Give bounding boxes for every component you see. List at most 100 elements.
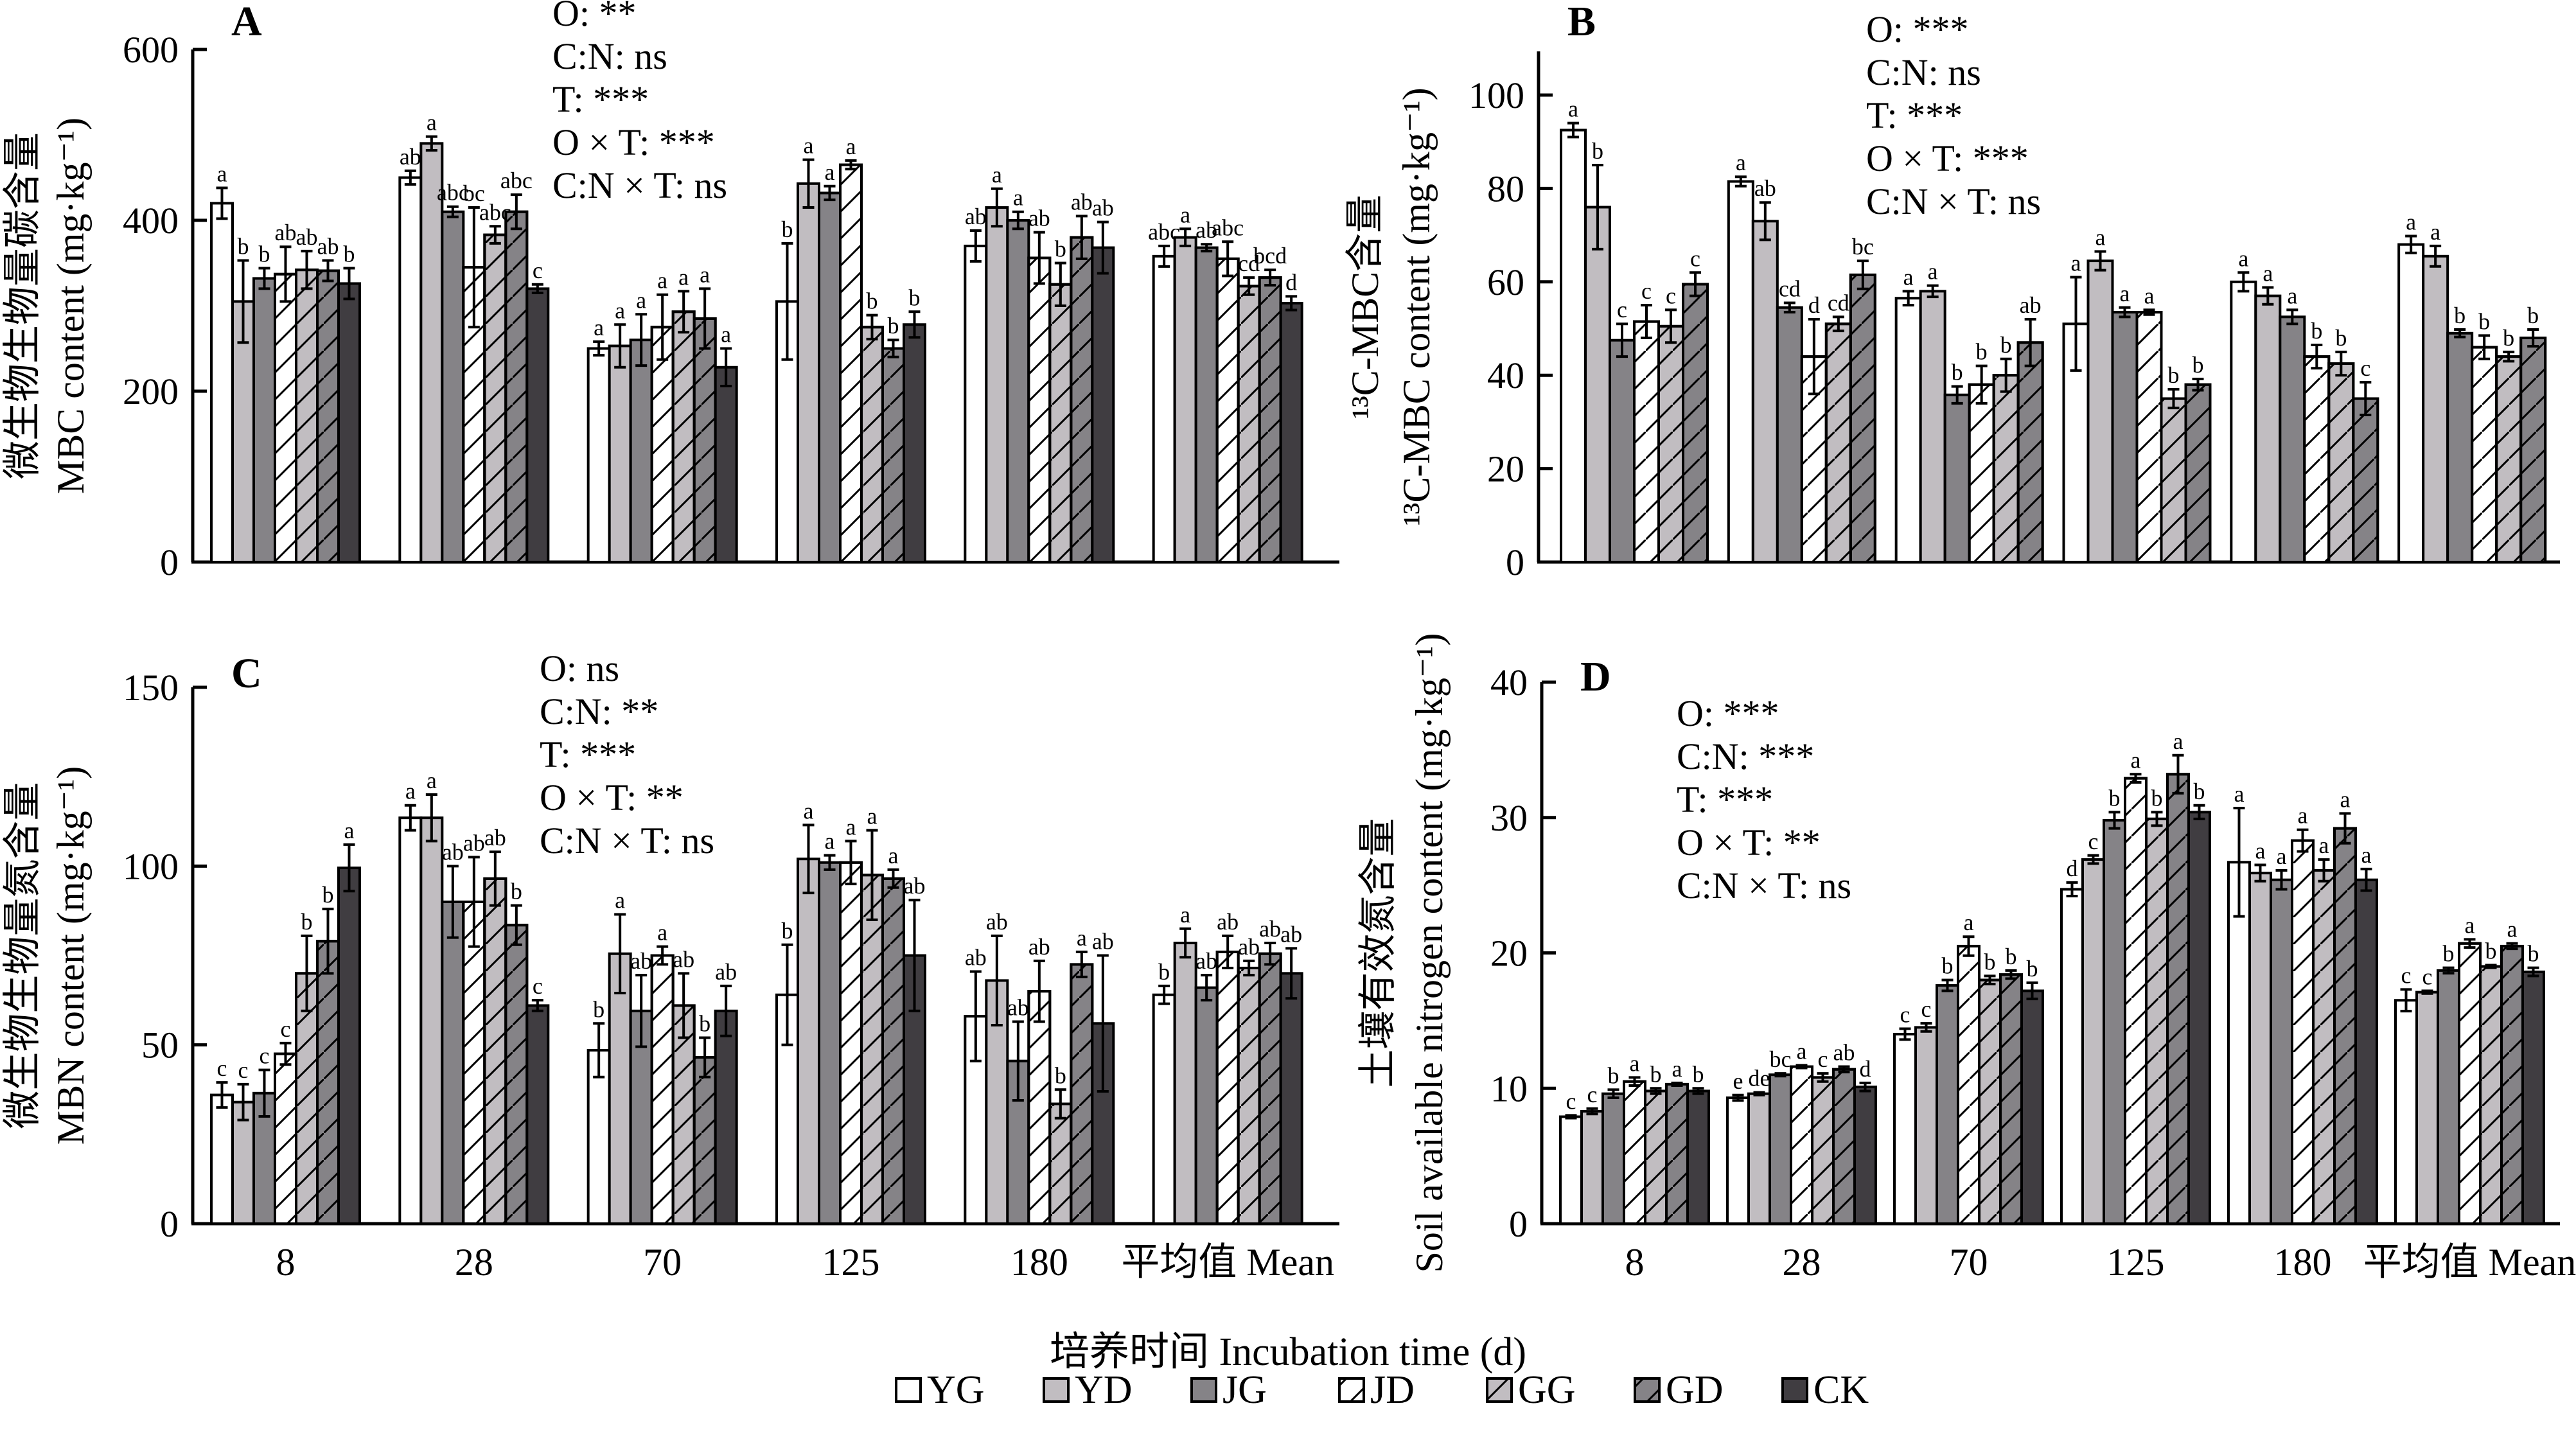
bar-JG <box>2437 969 2460 1225</box>
significance-letter: ab <box>1754 175 1776 201</box>
bar-hatch-JD <box>839 861 863 1226</box>
bar-hatch-JD <box>462 901 486 1225</box>
x-tick-label: 70 <box>1950 1241 1988 1283</box>
x-tick-label: 28 <box>1783 1241 1821 1283</box>
significance-letter: de <box>1749 1066 1770 1091</box>
significance-letter: bc <box>1852 234 1874 260</box>
bar-JG <box>2103 818 2126 1225</box>
legend-label: GG <box>1518 1368 1576 1412</box>
stats-annotation: O × T: ** <box>540 777 684 818</box>
stats-annotation: C:N × T: ns <box>552 164 727 206</box>
significance-letter: c <box>533 973 543 999</box>
y-tick-label: 40 <box>1487 355 1524 396</box>
significance-letter: b <box>2168 362 2180 388</box>
bar-JG <box>1943 393 1971 563</box>
y-tick-label: 20 <box>1490 933 1528 974</box>
significance-letter: a <box>1964 910 1974 935</box>
bar-hatch-JD <box>650 954 675 1225</box>
significance-letter: ab <box>965 945 987 971</box>
bar-hatch-JD <box>2458 942 2482 1226</box>
significance-letter: b <box>2335 325 2347 351</box>
bar-hatch-JD <box>2471 346 2498 564</box>
significance-letter: b <box>1608 1062 1619 1088</box>
significance-letter: b <box>699 1011 710 1037</box>
bar-hatch-GD <box>881 347 905 563</box>
significance-letter: ab <box>400 144 421 170</box>
significance-letter: a <box>804 798 814 823</box>
bar-YG <box>1727 180 1754 563</box>
stats-annotation: O: *** <box>1677 692 1779 734</box>
bar-hatch-GD <box>2519 337 2547 563</box>
significance-letter: a <box>344 818 355 843</box>
significance-letter: c <box>1617 297 1627 322</box>
panel-D: 0 10 20 30 40 D O: ***C:N: ***T: ***O × T: **C… <box>1357 633 2576 1283</box>
significance-letter: a <box>2144 283 2155 308</box>
bar-YD <box>2415 990 2439 1226</box>
bar-JG <box>1194 246 1219 563</box>
significance-letter: abc <box>1212 215 1244 240</box>
significance-letter: d <box>2067 856 2078 881</box>
significance-letter: b <box>2109 785 2121 811</box>
significance-letter: a <box>427 110 437 136</box>
bar-YG <box>398 176 423 563</box>
x-tick-label: 平均值 Mean <box>2363 1241 2576 1283</box>
legend-label: GD <box>1666 1368 1724 1412</box>
bar-JG <box>2279 315 2306 563</box>
significance-letter: c <box>281 1016 291 1042</box>
bar-hatch-GD <box>1832 1068 1856 1225</box>
x-axis-title: 培养时间 Incubation time (d) <box>1050 1330 1526 1374</box>
significance-letter: ab <box>1238 934 1260 960</box>
significance-letter: ab <box>673 946 694 972</box>
significance-letter: b <box>2528 941 2539 967</box>
significance-letter: c <box>1566 1088 1576 1114</box>
bar-JG <box>1769 1073 1792 1226</box>
significance-letter: a <box>2340 786 2351 812</box>
significance-letter: a <box>721 322 731 348</box>
bar-hatch-GG <box>1048 283 1073 563</box>
bar-hatch-GG <box>1992 374 2020 563</box>
bar-JG <box>2111 311 2139 563</box>
significance-letter: a <box>1568 96 1578 122</box>
significance-letter: b <box>2443 941 2455 967</box>
bar-CK <box>337 867 361 1226</box>
significance-letter: a <box>825 829 835 854</box>
bar-CK <box>1853 1086 1877 1225</box>
legend: YG YD JG JD GG GD CK <box>895 1368 1869 1412</box>
y-tick-label: 80 <box>1487 168 1524 209</box>
bar-YD <box>2086 260 2114 563</box>
significance-letter: b <box>593 996 604 1022</box>
bar-JG <box>1776 306 1803 563</box>
bar-hatch-GG <box>1644 1089 1668 1225</box>
significance-letter: ab <box>1092 195 1114 221</box>
significance-letter: a <box>846 814 856 840</box>
bar-YD <box>797 182 820 563</box>
significance-letter: a <box>2095 225 2106 251</box>
legend-label: JG <box>1222 1368 1267 1412</box>
bar-YD <box>2254 294 2282 563</box>
significance-letter: ab <box>317 234 339 260</box>
legend-item-JG: JG <box>1190 1368 1267 1412</box>
significance-letter: a <box>427 768 437 793</box>
bar-hatch-JD <box>1215 950 1240 1226</box>
significance-letter: bc <box>1770 1046 1792 1072</box>
bar-hatch-JD <box>1623 1080 1646 1226</box>
bar-hatch-GD <box>2184 383 2212 563</box>
bar-YD <box>419 142 444 564</box>
significance-letter: b <box>888 313 899 339</box>
significance-letter: c <box>1666 283 1676 308</box>
significance-letter: b <box>301 909 313 935</box>
significance-letter: abc <box>437 180 469 206</box>
significance-letter: a <box>2234 781 2245 807</box>
bar-hatch-GG <box>1657 324 1684 563</box>
y-tick-label: 0 <box>1509 1203 1528 1245</box>
bar-hatch-GD <box>316 940 340 1225</box>
bar-hatch-GG <box>2160 397 2187 563</box>
significance-letter: ab <box>1833 1040 1855 1066</box>
significance-letter: a <box>2361 842 2372 868</box>
bar-hatch-GG <box>1824 322 1852 563</box>
significance-letter: a <box>2255 838 2266 864</box>
bar-hatch-JD <box>2135 311 2163 563</box>
stats-annotation: O × T: *** <box>552 121 715 163</box>
significance-letter: a <box>1630 1050 1640 1076</box>
bar-hatch-GG <box>2479 965 2503 1225</box>
